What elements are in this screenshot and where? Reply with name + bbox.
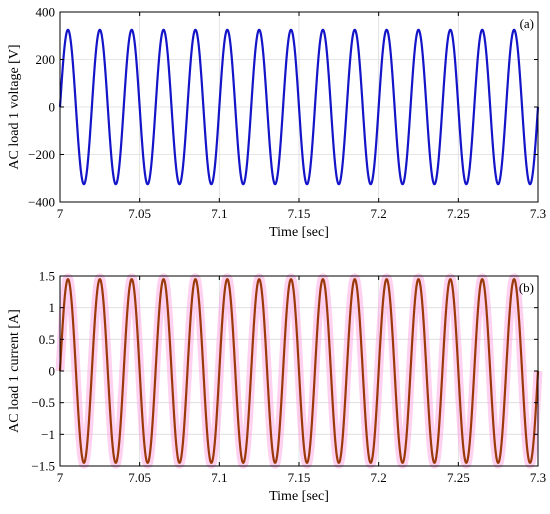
panel-label: (a) [520, 16, 534, 31]
y-axis-label: AC load 1 current [A] [7, 309, 22, 433]
x-tick-label: 7.15 [288, 470, 311, 485]
y-tick-label: −1 [41, 427, 55, 442]
x-tick-label: 7.25 [447, 470, 470, 485]
ticks: 7 7.05 7.1 7.15 7.2 7.25 7.3 −400 −200 0 200 400 [28, 5, 546, 222]
y-tick-label: 0.5 [39, 332, 55, 347]
y-axis-label: AC load 1 voltage [V] [7, 44, 22, 169]
series-line [58, 278, 540, 464]
y-tick-label: 1 [49, 300, 56, 315]
voltage-chart: 7 7.05 7.1 7.15 7.2 7.25 7.3 −400 −200 0 200 400 Ti… [7, 5, 546, 241]
y-tick-label: 400 [36, 5, 56, 20]
x-tick-label: 7.3 [530, 206, 546, 221]
x-tick-label: 7.2 [371, 470, 387, 485]
y-tick-label: −200 [28, 147, 55, 162]
x-tick-label: 7 [57, 206, 64, 221]
x-tick-label: 7.1 [211, 470, 227, 485]
x-axis-label: Time [sec] [269, 225, 329, 240]
x-tick-label: 7.05 [128, 470, 151, 485]
panel-label: (b) [519, 280, 534, 295]
y-tick-label: −1.5 [31, 459, 55, 474]
current-chart: 7 7.05 7.1 7.15 7.2 7.25 7.3 −1.5 −1 −0.5 0 0.5 1 1.5… [7, 269, 546, 505]
x-axis-label: Time [sec] [269, 489, 329, 504]
series-line [58, 28, 540, 186]
y-tick-label: 0 [49, 364, 56, 379]
x-tick-label: 7.05 [128, 206, 151, 221]
x-tick-label: 7.3 [530, 470, 546, 485]
x-tick-label: 7.25 [447, 206, 470, 221]
y-tick-label: 0 [49, 100, 56, 115]
series-group [58, 28, 540, 186]
x-tick-label: 7.15 [288, 206, 311, 221]
series-group [55, 273, 543, 469]
x-tick-label: 7.2 [371, 206, 387, 221]
y-tick-label: −0.5 [31, 395, 55, 410]
y-tick-label: −400 [28, 195, 55, 210]
x-tick-label: 7 [57, 470, 64, 485]
ticks: 7 7.05 7.1 7.15 7.2 7.25 7.3 −1.5 −1 −0.5 0 0.5 1 1.5 [31, 269, 546, 486]
x-tick-label: 7.1 [211, 206, 227, 221]
y-tick-label: 1.5 [39, 269, 55, 284]
y-tick-label: 200 [36, 52, 56, 67]
